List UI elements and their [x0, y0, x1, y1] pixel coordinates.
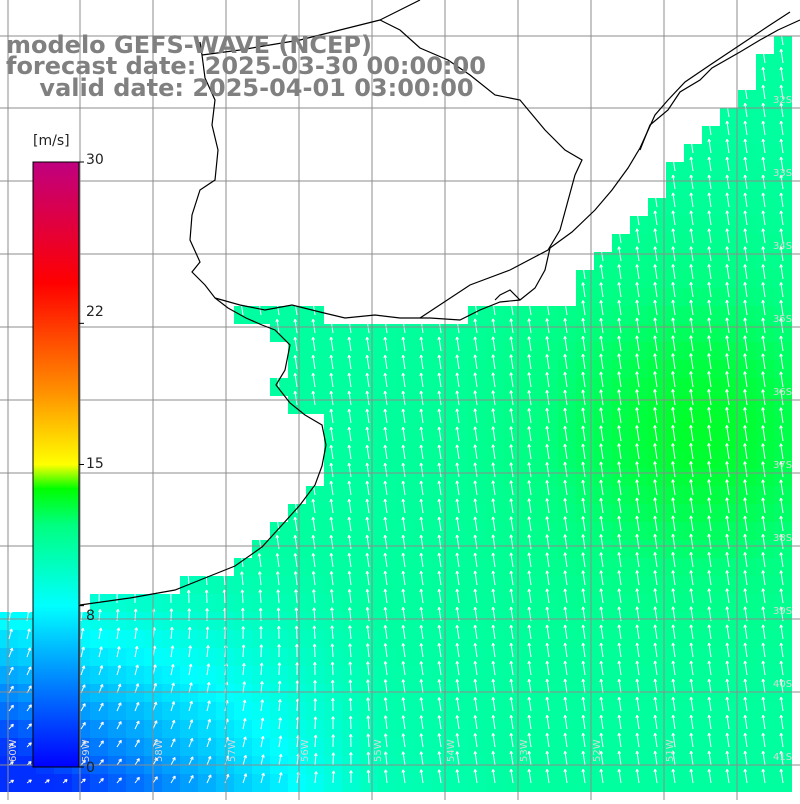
colorbar	[33, 162, 84, 767]
lon-label: 51W	[665, 739, 676, 762]
lon-label: 56W	[300, 739, 311, 762]
colorbar-tick-30: 30	[86, 152, 104, 168]
lon-label: 59W	[81, 739, 92, 762]
lat-label: 33S	[773, 168, 792, 179]
colorbar-tick-0: 0	[86, 760, 95, 776]
lon-label: 57W	[227, 739, 238, 762]
lat-label: 36S	[773, 387, 792, 398]
lat-label: 38S	[773, 533, 792, 544]
colorbar-unit: [m/s]	[33, 133, 70, 149]
lon-label: 55W	[373, 739, 384, 762]
lat-label: 39S	[773, 606, 792, 617]
lat-label: 37S	[773, 460, 792, 471]
lon-label: 60W	[8, 739, 19, 762]
lat-label: 41S	[773, 752, 792, 763]
colorbar-tick-15: 15	[86, 456, 104, 472]
lon-label: 52W	[592, 739, 603, 762]
colorbar-gradient	[33, 162, 79, 767]
lat-label: 35S	[773, 314, 792, 325]
title-valid-date: valid date: 2025-04-01 03:00:00	[6, 75, 474, 101]
lat-label: 32S	[773, 95, 792, 106]
colorbar-tick-22: 22	[86, 304, 104, 320]
lat-label: 34S	[773, 241, 792, 252]
lat-label: 40S	[773, 679, 792, 690]
lon-label: 58W	[154, 739, 165, 762]
lon-label: 54W	[446, 739, 457, 762]
colorbar-tick-8: 8	[86, 608, 95, 624]
lon-label: 53W	[519, 739, 530, 762]
